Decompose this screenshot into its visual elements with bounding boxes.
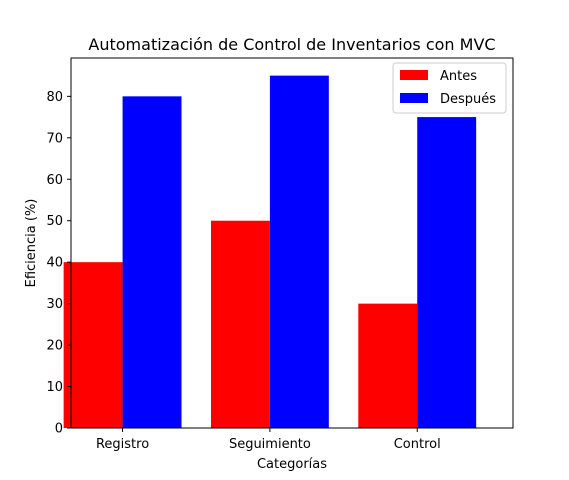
legend: Antes Después — [392, 62, 507, 114]
y-tick-label: 30 — [46, 297, 63, 312]
y-axis: 0 10 20 30 40 50 60 70 80 — [46, 90, 71, 437]
y-tick-label: 40 — [46, 256, 63, 271]
legend-swatch-despues — [400, 93, 428, 103]
y-tick-label: 20 — [46, 339, 63, 354]
bar-despues-seguimiento — [269, 75, 329, 428]
y-tick-label: 0 — [55, 422, 63, 437]
y-tick-label: 70 — [46, 131, 63, 146]
bar-antes-seguimiento — [210, 220, 270, 428]
y-tick-label: 60 — [46, 173, 63, 188]
legend-swatch-antes — [400, 70, 428, 80]
legend-label-despues: Después — [440, 92, 496, 107]
bar-despues-control — [417, 117, 477, 429]
x-tick-label: Seguimiento — [229, 437, 311, 452]
legend-label-antes: Antes — [440, 69, 477, 84]
x-tick-label: Registro — [96, 437, 149, 452]
x-axis-label: Categorías — [257, 457, 327, 472]
bar-antes-control — [358, 303, 418, 428]
x-axis: Registro Seguimiento Control — [96, 428, 441, 452]
bars — [63, 75, 477, 429]
x-tick-label: Control — [394, 437, 441, 452]
y-tick-label: 80 — [46, 90, 63, 105]
plot-frame — [70, 57, 514, 429]
bar-antes-registro — [63, 262, 123, 428]
y-axis-label: Eficiencia (%) — [24, 199, 39, 288]
chart-title: Automatización de Control de Inventarios… — [88, 35, 495, 54]
bar-despues-registro — [122, 96, 182, 428]
y-tick-label: 10 — [46, 380, 63, 395]
y-tick-label: 50 — [46, 214, 63, 229]
